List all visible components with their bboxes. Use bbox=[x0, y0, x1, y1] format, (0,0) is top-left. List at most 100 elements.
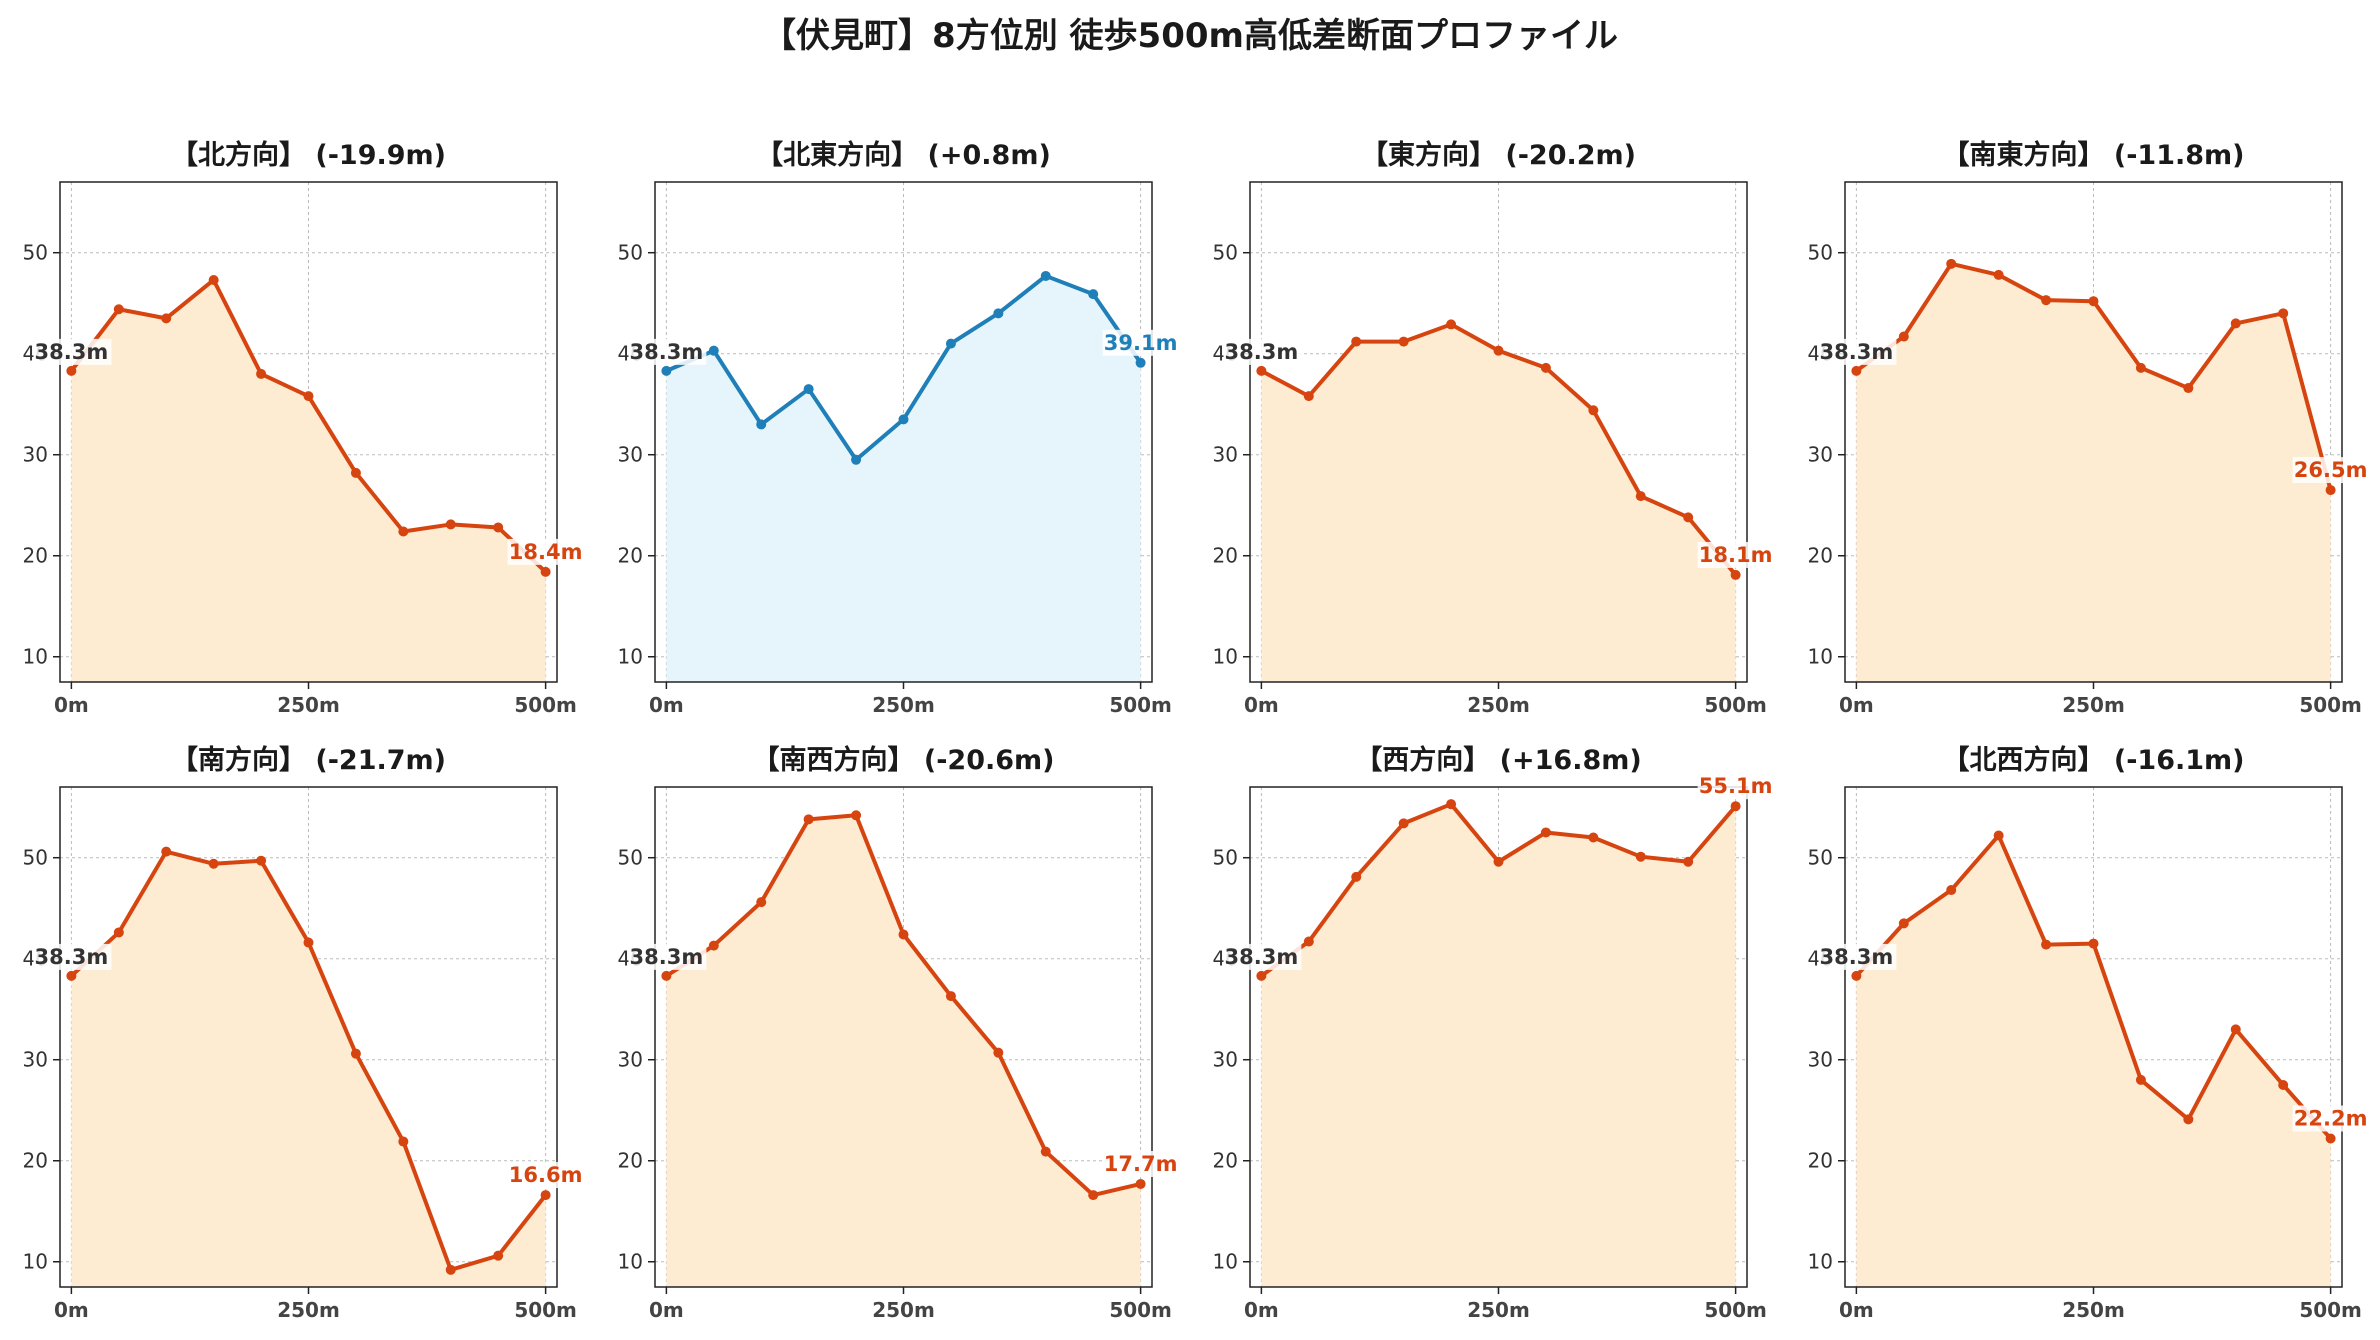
data-point bbox=[1946, 885, 1957, 896]
y-tick-label: 50 bbox=[23, 846, 48, 870]
x-tick-label: 500m bbox=[1109, 693, 1172, 717]
x-tick-label: 250m bbox=[2062, 1298, 2125, 1322]
data-point bbox=[303, 391, 314, 402]
y-tick-label: 30 bbox=[23, 1048, 48, 1072]
x-tick-label: 0m bbox=[54, 1298, 89, 1322]
data-point bbox=[851, 810, 862, 821]
data-point bbox=[661, 365, 672, 376]
data-point bbox=[1588, 405, 1599, 416]
start-label-bg bbox=[1818, 338, 1897, 365]
start-label: 38.3m bbox=[1225, 945, 1299, 969]
y-tick-label: 50 bbox=[1213, 241, 1238, 265]
y-tick-label: 30 bbox=[1213, 1048, 1238, 1072]
x-tick-label: 500m bbox=[1704, 1298, 1767, 1322]
data-point bbox=[756, 419, 767, 430]
data-point bbox=[993, 1047, 1004, 1058]
data-point bbox=[113, 927, 124, 938]
y-tick-label: 50 bbox=[1808, 241, 1833, 265]
subplot-title: 【東方向】 (-20.2m) bbox=[1361, 139, 1636, 171]
data-point bbox=[1398, 336, 1409, 347]
data-point bbox=[2325, 1133, 2336, 1144]
y-tick-label: 20 bbox=[1808, 1149, 1833, 1173]
start-label-bg bbox=[33, 338, 112, 365]
end-label-bg bbox=[1697, 773, 1776, 800]
data-point bbox=[1303, 391, 1314, 402]
subplot-title: 【南東方向】 (-11.8m) bbox=[1942, 139, 2244, 171]
data-point bbox=[1040, 1146, 1051, 1157]
subplot-title: 【南西方向】 (-20.6m) bbox=[752, 744, 1054, 776]
end-label-bg bbox=[507, 1162, 586, 1189]
area-fill bbox=[666, 275, 1141, 682]
y-tick-label: 10 bbox=[1213, 645, 1238, 669]
y-tick-label: 50 bbox=[618, 241, 643, 265]
x-tick-label: 500m bbox=[1109, 1298, 1172, 1322]
subplot-title: 【北西方向】 (-16.1m) bbox=[1942, 744, 2244, 776]
data-point bbox=[1351, 871, 1362, 882]
y-tick-label: 50 bbox=[1808, 846, 1833, 870]
y-tick-label: 10 bbox=[1808, 645, 1833, 669]
subplot-title: 【北方向】 (-19.9m) bbox=[171, 139, 446, 171]
data-point bbox=[350, 467, 361, 478]
data-point bbox=[1256, 970, 1267, 981]
start-label-bg bbox=[1818, 943, 1897, 970]
y-tick-label: 30 bbox=[23, 443, 48, 467]
data-point bbox=[945, 991, 956, 1002]
data-point bbox=[2041, 295, 2052, 306]
data-point bbox=[1683, 512, 1694, 523]
y-tick-label: 20 bbox=[618, 1149, 643, 1173]
data-point bbox=[398, 1136, 409, 1147]
data-point bbox=[1398, 818, 1409, 829]
start-label: 38.3m bbox=[1820, 340, 1894, 364]
subplot-6: 10203040500m250m500m【南西方向】 (-20.6m)38.3m… bbox=[618, 744, 1181, 1322]
x-tick-label: 500m bbox=[1704, 693, 1767, 717]
data-point bbox=[1303, 936, 1314, 947]
x-tick-label: 250m bbox=[2062, 693, 2125, 717]
data-point bbox=[803, 814, 814, 825]
data-point bbox=[66, 365, 77, 376]
data-point bbox=[1898, 918, 1909, 929]
start-label-bg bbox=[1223, 338, 1302, 365]
subplot-4: 10203040500m250m500m【南東方向】 (-11.8m)38.3m… bbox=[1808, 139, 2371, 717]
x-tick-label: 500m bbox=[2299, 693, 2362, 717]
data-point bbox=[1040, 270, 1051, 281]
x-tick-label: 250m bbox=[277, 693, 340, 717]
y-tick-label: 20 bbox=[23, 544, 48, 568]
data-point bbox=[2230, 318, 2241, 329]
data-point bbox=[708, 940, 719, 951]
x-tick-label: 0m bbox=[1839, 1298, 1874, 1322]
data-point bbox=[945, 338, 956, 349]
data-point bbox=[803, 384, 814, 395]
area-fill bbox=[1856, 835, 2331, 1287]
subplot-title: 【西方向】 (+16.8m) bbox=[1355, 744, 1641, 776]
data-point bbox=[708, 345, 719, 356]
data-point bbox=[1088, 289, 1099, 300]
data-point bbox=[1135, 1178, 1146, 1189]
x-tick-label: 500m bbox=[514, 693, 577, 717]
data-point bbox=[2325, 485, 2336, 496]
start-label: 38.3m bbox=[1820, 945, 1894, 969]
y-tick-label: 30 bbox=[618, 443, 643, 467]
y-tick-label: 50 bbox=[23, 241, 48, 265]
subplot-title: 【北東方向】 (+0.8m) bbox=[756, 139, 1051, 171]
end-label: 22.2m bbox=[2294, 1107, 2368, 1131]
data-point bbox=[493, 522, 504, 533]
data-point bbox=[493, 1250, 504, 1261]
data-point bbox=[2088, 296, 2099, 307]
data-point bbox=[161, 846, 172, 857]
y-tick-label: 30 bbox=[1213, 443, 1238, 467]
subplot-7: 10203040500m250m500m【西方向】 (+16.8m)38.3m5… bbox=[1213, 744, 1776, 1322]
end-label-bg bbox=[2292, 1105, 2371, 1132]
data-point bbox=[1135, 357, 1146, 368]
data-point bbox=[1351, 336, 1362, 347]
area-fill bbox=[1261, 324, 1736, 682]
data-point bbox=[1493, 856, 1504, 867]
data-point bbox=[1588, 832, 1599, 843]
start-label-bg bbox=[1223, 943, 1302, 970]
y-tick-label: 20 bbox=[1213, 544, 1238, 568]
end-label: 18.1m bbox=[1699, 543, 1773, 567]
data-point bbox=[2278, 308, 2289, 319]
data-point bbox=[445, 1264, 456, 1275]
y-tick-label: 20 bbox=[23, 1149, 48, 1173]
x-tick-label: 0m bbox=[649, 693, 684, 717]
data-point bbox=[851, 454, 862, 465]
